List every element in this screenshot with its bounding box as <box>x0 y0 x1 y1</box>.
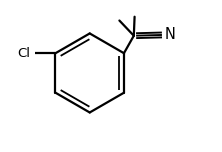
Text: N: N <box>164 28 175 42</box>
Text: Cl: Cl <box>17 47 30 60</box>
